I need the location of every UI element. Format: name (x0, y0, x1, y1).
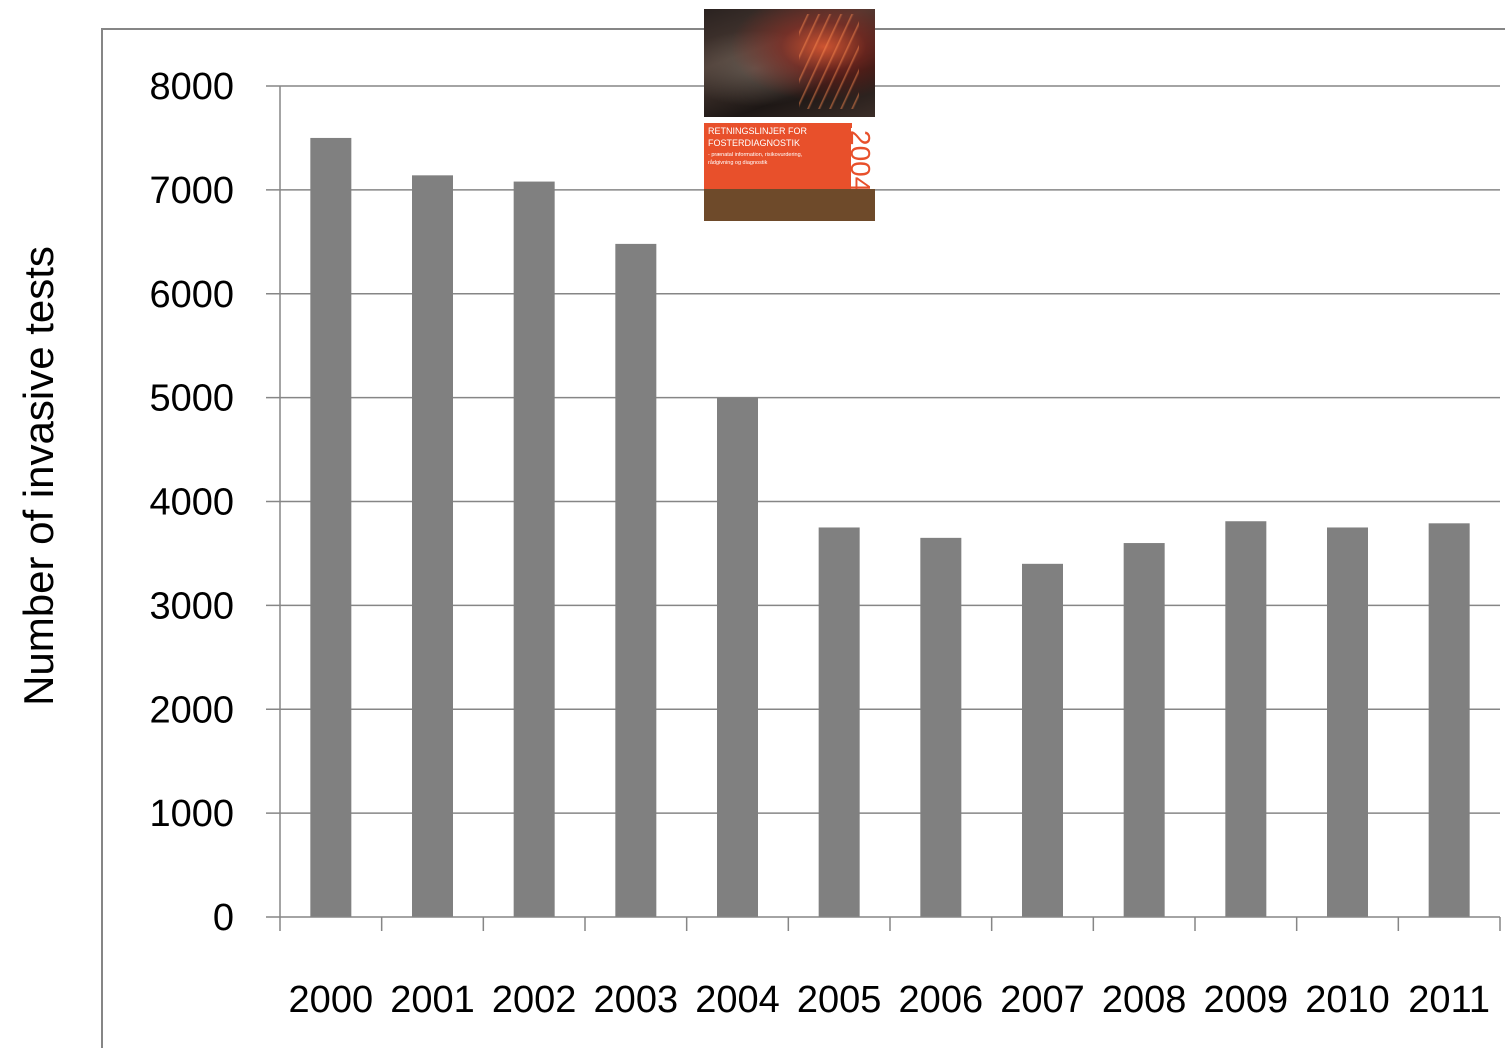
x-tick-label: 2005 (797, 979, 882, 1021)
bar-2007 (1022, 563, 1063, 917)
x-tick-label: 2006 (899, 979, 984, 1021)
y-axis-title: Number of invasive tests (15, 246, 62, 706)
y-tick-label: 5000 (149, 378, 234, 420)
y-tick-label: 6000 (149, 274, 234, 316)
x-tick-label: 2008 (1102, 979, 1187, 1021)
y-tick-label: 3000 (149, 585, 234, 627)
cover-subtitle-line-1: - prænatal information, risikovurdering, (708, 152, 803, 158)
axes (266, 85, 1501, 931)
cover-year: 2004 (845, 128, 875, 195)
bar-2008 (1123, 543, 1165, 917)
bar-2009 (1225, 521, 1267, 917)
cover-photo (704, 9, 875, 117)
x-tick-labels: 2000 2001 2002 2003 2004 2005 2006 2007 2008 2009… (289, 979, 1490, 1021)
x-tick-label: 2002 (492, 979, 577, 1021)
bar-2000 (310, 137, 352, 917)
cover-subtitle-line-2: rådgivning og diagnostik (708, 160, 768, 166)
x-tick-label: 2007 (1000, 979, 1085, 1021)
bar-2003 (615, 243, 657, 917)
x-tick-label: 2001 (390, 979, 475, 1021)
y-tick-label: 4000 (149, 482, 234, 524)
x-tick-label: 2004 (695, 979, 780, 1021)
bar-2005 (818, 527, 860, 917)
bar-2006 (920, 537, 962, 917)
bars (310, 137, 1470, 917)
y-tick-label: 1000 (149, 793, 234, 835)
cover-bottom-band (704, 189, 875, 221)
cover-title-line-1: RETNINGSLINJER FOR (708, 126, 808, 136)
y-tick-label: 8000 (149, 66, 234, 108)
cover-title-panel (704, 123, 875, 189)
y-tick-label: 2000 (149, 689, 234, 731)
x-tick-label: 2010 (1305, 979, 1390, 1021)
x-tick-label: 2000 (289, 979, 374, 1021)
x-tick-label: 2009 (1204, 979, 1289, 1021)
x-tick-label: 2003 (594, 979, 679, 1021)
gridlines (280, 85, 1500, 814)
cover-divider (704, 117, 875, 123)
x-tick-label: 2011 (1408, 979, 1490, 1021)
bar-2011 (1428, 523, 1470, 917)
bar-2001 (412, 175, 453, 917)
y-tick-label: 7000 (149, 170, 234, 212)
y-tick-label: 0 (213, 897, 234, 939)
bar-2002 (513, 181, 555, 917)
report-cover-image: RETNINGSLINJER FOR FOSTERDIAGNOSTIK - pr… (704, 9, 875, 221)
cover-title-line-2: FOSTERDIAGNOSTIK (708, 138, 801, 148)
bar-2010 (1327, 527, 1368, 917)
bar-2004 (717, 397, 758, 917)
y-tick-labels: 0 1000 2000 3000 4000 5000 6000 7000 8000 (149, 66, 234, 939)
